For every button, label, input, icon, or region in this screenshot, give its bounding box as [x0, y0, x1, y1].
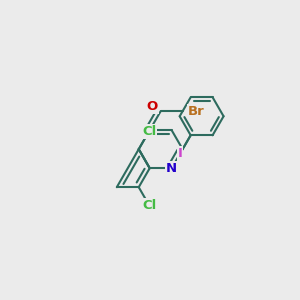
- Text: N: N: [166, 162, 177, 175]
- Text: O: O: [147, 100, 158, 113]
- Text: I: I: [178, 147, 182, 160]
- Text: Br: Br: [188, 105, 205, 118]
- Text: Cl: Cl: [142, 199, 156, 212]
- Text: Cl: Cl: [142, 125, 156, 138]
